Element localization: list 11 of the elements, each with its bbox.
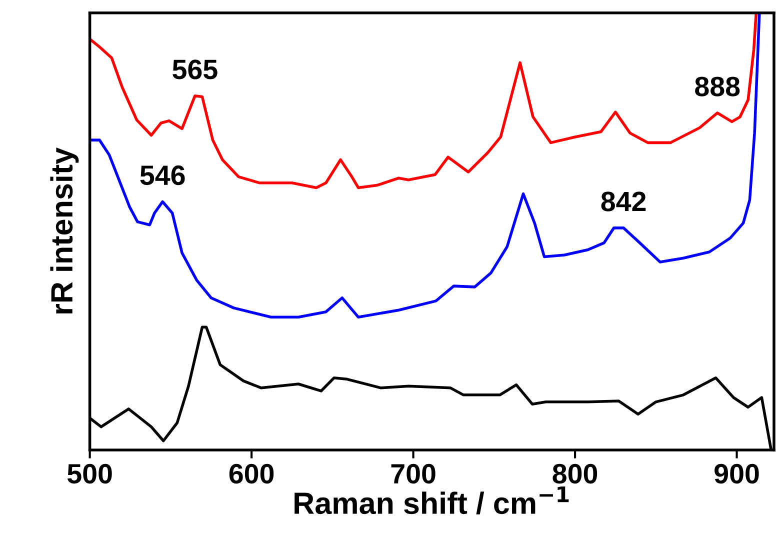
x-tick-label: 500 [68, 464, 112, 484]
annotation: 546 [140, 165, 185, 186]
annotation: 888 [695, 76, 740, 96]
x-tick-label: 700 [391, 464, 436, 484]
y-axis-title: rR intensity [50, 148, 79, 314]
x-tick-label: 600 [229, 464, 274, 484]
annotation: 842 [601, 192, 646, 212]
x-axis-title: Raman shift / cm$^{−1}$ [294, 486, 569, 514]
x-tick-label: 900 [714, 464, 759, 484]
annotation: 565 [172, 60, 218, 80]
x-tick-label: 800 [552, 464, 598, 484]
